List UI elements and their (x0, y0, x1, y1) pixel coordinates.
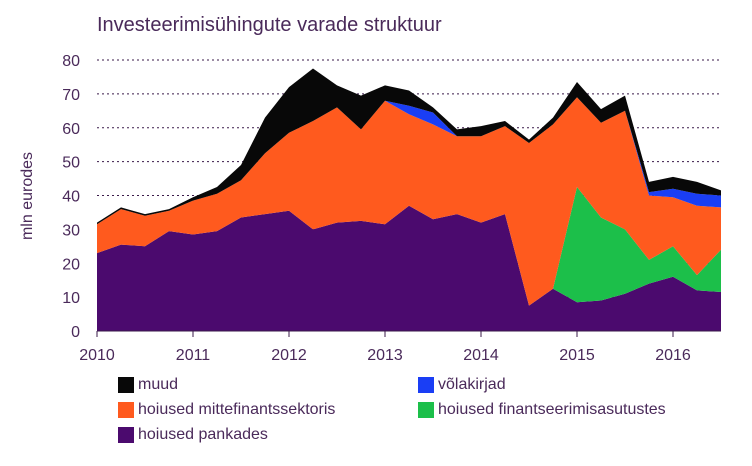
x-tick-label-2010: 2010 (79, 347, 115, 364)
area-series-2 (97, 97, 721, 306)
legend-swatch-muud (118, 377, 134, 393)
x-tick-label-2011: 2011 (176, 347, 211, 364)
legend-swatch-finants (418, 402, 434, 418)
legend-item-finants: hoiused finantseerimisasutustes (418, 401, 666, 419)
plot-area (97, 68, 721, 331)
x-tick-label-2016: 2016 (655, 347, 691, 364)
legend-item-volakirjad: võlakirjad (418, 376, 506, 394)
y-tick-label-50: 50 (62, 155, 80, 172)
legend-label-mittefinants: hoiused mittefinantssektoris (138, 401, 336, 418)
axes: 0 10 20 30 40 50 60 70 80 2010 2011 2012 2013 2014 201… (62, 53, 721, 364)
y-tick-label-10: 10 (62, 290, 80, 307)
x-tick-label-2013: 2013 (367, 347, 403, 364)
y-axis-label: mln eurodes (19, 152, 36, 240)
legend-item-mittefinants: hoiused mittefinantssektoris (118, 401, 335, 419)
legend-item-pankades: hoiused pankades (118, 426, 268, 444)
area-series-0 (97, 205, 721, 331)
legend-label-volakirjad: võlakirjad (438, 376, 506, 393)
legend-label-finants: hoiused finantseerimisasutustes (438, 401, 666, 418)
x-tick-label-2015: 2015 (559, 347, 595, 364)
legend-swatch-mittefinants (118, 402, 134, 418)
legend-swatch-volakirjad (418, 377, 434, 393)
y-tick-label-70: 70 (62, 87, 80, 104)
legend-label-pankades: hoiused pankades (138, 426, 268, 443)
y-tick-label-80: 80 (62, 53, 80, 70)
y-tick-label-60: 60 (62, 121, 80, 138)
legend-item-muud: muud (118, 376, 178, 394)
legend-label-muud: muud (138, 376, 179, 393)
area-series-1 (97, 187, 721, 306)
chart-title: Investeerimisühingute varade struktuur (97, 14, 442, 36)
x-tick-label-2012: 2012 (271, 347, 307, 364)
y-tick-label-40: 40 (62, 189, 80, 206)
area-series-4 (97, 68, 721, 225)
legend-swatch-pankades (118, 427, 134, 443)
y-tick-label-30: 30 (62, 222, 80, 239)
x-tick-label-2014: 2014 (463, 347, 499, 364)
y-tick-label-20: 20 (62, 256, 80, 273)
y-tick-label-0: 0 (71, 324, 80, 341)
